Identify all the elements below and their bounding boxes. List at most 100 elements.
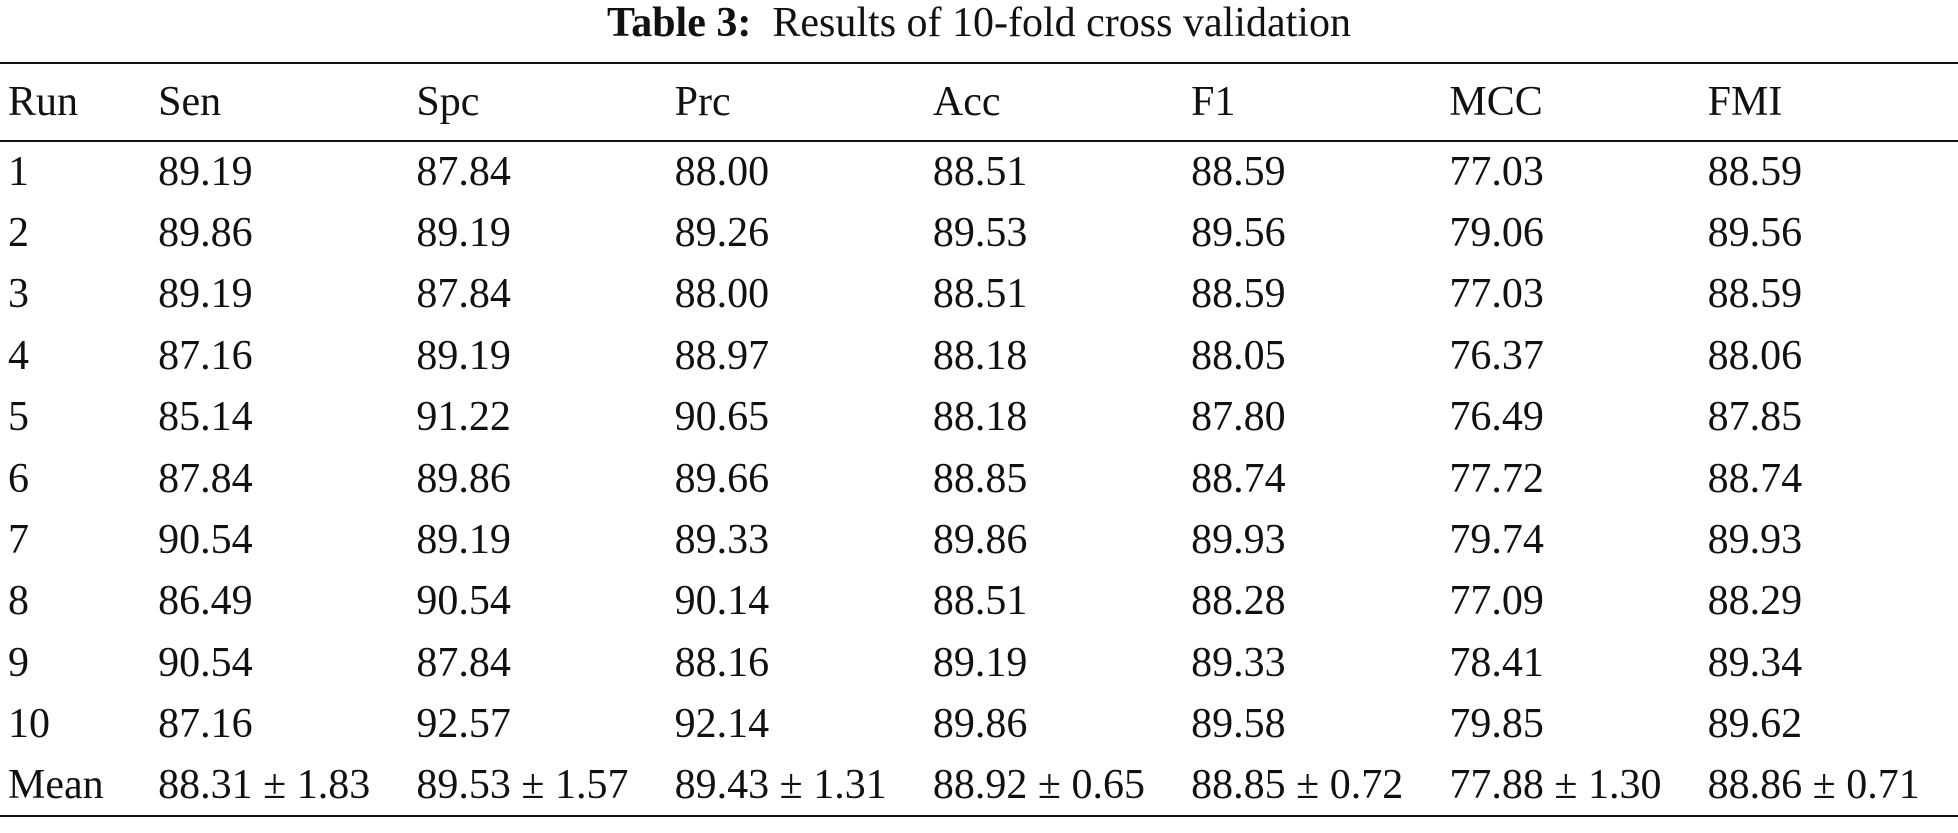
cell-acc: 89.19 — [932, 639, 1028, 686]
table-row: 5 85.14 91.22 90.65 88.18 87.80 76.49 87.85 — [0, 387, 1958, 448]
cell-run: 8 — [8, 578, 29, 625]
table-row: 8 86.49 90.54 90.14 88.51 88.28 77.09 88.29 — [0, 571, 1958, 632]
cell-prc: 89.66 — [674, 455, 770, 502]
cell-run: 7 — [8, 517, 29, 564]
cell-sen: 87.16 — [158, 332, 253, 379]
cell-spc: 87.84 — [416, 271, 511, 318]
cell-sen: 90.54 — [158, 639, 253, 686]
cell-f1: 88.85 ± 0.72 — [1191, 762, 1404, 809]
cell-spc: 87.84 — [416, 639, 511, 686]
cell-prc: 88.00 — [674, 271, 770, 318]
table-caption-text: Results of 10-fold cross validation — [772, 0, 1351, 46]
cell-acc: 89.86 — [932, 701, 1028, 748]
cell-mcc: 77.03 — [1449, 271, 1544, 318]
cell-acc: 89.53 — [932, 210, 1028, 257]
cell-prc: 88.97 — [674, 332, 770, 379]
cell-spc: 89.19 — [416, 332, 511, 379]
cell-fmi: 87.85 — [1707, 394, 1803, 441]
cell-spc: 92.57 — [416, 701, 511, 748]
table-row: 4 87.16 89.19 88.97 88.18 88.05 76.37 88.06 — [0, 325, 1958, 386]
cell-f1: 88.05 — [1191, 332, 1286, 379]
cell-prc: 89.33 — [674, 517, 770, 564]
header-cell-f1: F1 — [1191, 79, 1236, 125]
cell-acc: 88.51 — [932, 578, 1028, 625]
cell-mcc: 77.09 — [1449, 578, 1544, 625]
cell-fmi: 88.06 — [1707, 332, 1803, 379]
cell-mcc: 76.49 — [1449, 394, 1544, 441]
cell-run: 4 — [8, 332, 29, 379]
cell-run: 9 — [8, 639, 29, 686]
cell-acc: 88.51 — [932, 271, 1028, 318]
cell-prc: 92.14 — [674, 701, 770, 748]
table-row: 3 89.19 87.84 88.00 88.51 88.59 77.03 88.59 — [0, 264, 1958, 325]
cell-run: 2 — [8, 210, 29, 257]
header-cell-fmi: FMI — [1707, 79, 1783, 125]
cell-acc: 88.51 — [932, 149, 1028, 196]
cell-f1: 88.59 — [1191, 271, 1286, 318]
table-caption-label: Table 3: — [607, 0, 752, 46]
cell-spc: 87.84 — [416, 149, 511, 196]
cell-fmi: 89.93 — [1707, 517, 1803, 564]
cell-mcc: 77.03 — [1449, 149, 1544, 196]
cell-acc: 89.86 — [932, 517, 1028, 564]
header-cell-prc: Prc — [674, 79, 731, 125]
cell-prc: 88.16 — [674, 639, 770, 686]
table-row: 2 89.86 89.19 89.26 89.53 89.56 79.06 89.56 — [0, 202, 1958, 263]
table-row: 7 90.54 89.19 89.33 89.86 89.93 79.74 89.93 — [0, 509, 1958, 570]
cell-sen: 87.16 — [158, 701, 253, 748]
cell-sen: 85.14 — [158, 394, 253, 441]
cell-acc: 88.92 ± 0.65 — [932, 762, 1145, 809]
cell-mcc: 76.37 — [1449, 332, 1544, 379]
table-caption: Table 3: Results of 10-fold cross valida… — [0, 0, 1958, 54]
header-cell-mcc: MCC — [1449, 79, 1543, 125]
cell-mcc: 79.85 — [1449, 701, 1544, 748]
cell-fmi: 88.74 — [1707, 455, 1803, 502]
table-row: 10 87.16 92.57 92.14 89.86 89.58 79.85 89.62 — [0, 694, 1958, 755]
cell-mcc: 78.41 — [1449, 639, 1544, 686]
cell-f1: 89.33 — [1191, 639, 1286, 686]
cell-mcc: 77.88 ± 1.30 — [1449, 762, 1662, 809]
cell-spc: 89.19 — [416, 210, 511, 257]
cell-run: 1 — [8, 149, 29, 196]
table-row: 1 89.19 87.84 88.00 88.51 88.59 77.03 88.59 — [0, 141, 1958, 202]
cell-sen: 89.19 — [158, 149, 253, 196]
cell-sen: 90.54 — [158, 517, 253, 564]
cell-fmi: 89.34 — [1707, 639, 1803, 686]
cell-f1: 88.59 — [1191, 149, 1286, 196]
cell-fmi: 88.29 — [1707, 578, 1803, 625]
cell-mcc: 79.06 — [1449, 210, 1544, 257]
table-row-mean: Mean 88.31 ± 1.83 89.53 ± 1.57 89.43 ± 1.31… — [0, 755, 1958, 817]
results-table: Run Sen Spc Prc Acc F1 MCC FMI 1 89.19 87.… — [0, 62, 1958, 817]
table-row: 6 87.84 89.86 89.66 88.85 88.74 77.72 88.74 — [0, 448, 1958, 509]
cell-fmi: 88.59 — [1707, 149, 1803, 196]
cell-acc: 88.18 — [932, 394, 1028, 441]
cell-f1: 88.74 — [1191, 455, 1286, 502]
cell-acc: 88.18 — [932, 332, 1028, 379]
cell-sen: 86.49 — [158, 578, 253, 625]
cell-fmi: 88.86 ± 0.71 — [1707, 762, 1920, 809]
table-body: 1 89.19 87.84 88.00 88.51 88.59 77.03 88.59 2 89.… — [0, 141, 1958, 817]
header-cell-run: Run — [8, 79, 79, 125]
header-cell-spc: Spc — [416, 79, 480, 125]
cell-spc: 90.54 — [416, 578, 511, 625]
cell-mcc: 79.74 — [1449, 517, 1544, 564]
header-cell-sen: Sen — [158, 79, 222, 125]
cell-spc: 91.22 — [416, 394, 511, 441]
cell-f1: 88.28 — [1191, 578, 1286, 625]
header-cell-acc: Acc — [932, 79, 1001, 125]
cell-prc: 90.65 — [674, 394, 770, 441]
cell-run: 10 — [8, 701, 50, 748]
cell-run: 5 — [8, 394, 29, 441]
table-header: Run Sen Spc Prc Acc F1 MCC FMI — [0, 63, 1958, 141]
cell-fmi: 89.62 — [1707, 701, 1803, 748]
cell-f1: 89.56 — [1191, 210, 1286, 257]
cell-f1: 87.80 — [1191, 394, 1286, 441]
cell-prc: 88.00 — [674, 149, 770, 196]
table-header-row: Run Sen Spc Prc Acc F1 MCC FMI — [0, 63, 1958, 141]
cell-prc: 89.26 — [674, 210, 770, 257]
cell-sen: 89.19 — [158, 271, 253, 318]
cell-fmi: 89.56 — [1707, 210, 1803, 257]
cell-spc: 89.53 ± 1.57 — [416, 762, 629, 809]
cell-f1: 89.58 — [1191, 701, 1286, 748]
